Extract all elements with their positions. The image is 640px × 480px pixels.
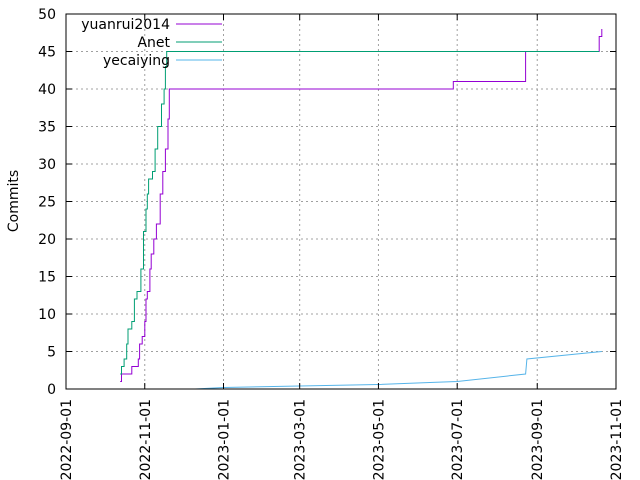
y-tick-label: 10 [38, 307, 56, 323]
y-tick-label: 5 [47, 345, 56, 361]
series-line-Anet [120, 51, 600, 375]
y-tick-label: 20 [38, 232, 56, 248]
legend-label: Anet [137, 35, 170, 51]
x-tick-label: 2023-01-01 [217, 399, 233, 480]
y-tick-label: 40 [38, 82, 56, 98]
x-tick-label: 2023-11-01 [609, 399, 625, 480]
series-lines [120, 29, 603, 390]
y-tick-label: 0 [47, 382, 56, 398]
x-tick-label: 2023-05-01 [371, 399, 387, 480]
x-tick-label: 2022-09-01 [59, 399, 75, 480]
y-tick-label: 15 [38, 270, 56, 286]
legend-label: yuanrui2014 [81, 17, 170, 33]
y-tick-label: 45 [38, 45, 56, 61]
y-tick-label: 50 [38, 7, 56, 23]
y-tick-label: 30 [38, 157, 56, 173]
y-axis-ticks: 0 5 10 15 20 25 30 35 40 45 50 [38, 7, 616, 398]
legend: yuanrui2014 Anet yecaiying [81, 17, 222, 69]
y-axis-label: Commits [6, 170, 22, 232]
x-tick-label: 2023-07-01 [450, 399, 466, 480]
legend-label: yecaiying [103, 53, 170, 69]
x-axis-ticks: 2022-09-01 2022-11-01 2023-01-01 2023-03-01… [59, 14, 625, 480]
x-tick-label: 2023-09-01 [530, 399, 546, 480]
y-tick-label: 25 [38, 195, 56, 211]
x-tick-label: 2023-03-01 [293, 399, 309, 480]
series-line-yecaiying [195, 351, 602, 390]
series-line-yuanrui2014 [120, 29, 603, 382]
x-tick-label: 2022-11-01 [138, 399, 154, 480]
grid [66, 14, 616, 389]
y-tick-label: 35 [38, 120, 56, 136]
